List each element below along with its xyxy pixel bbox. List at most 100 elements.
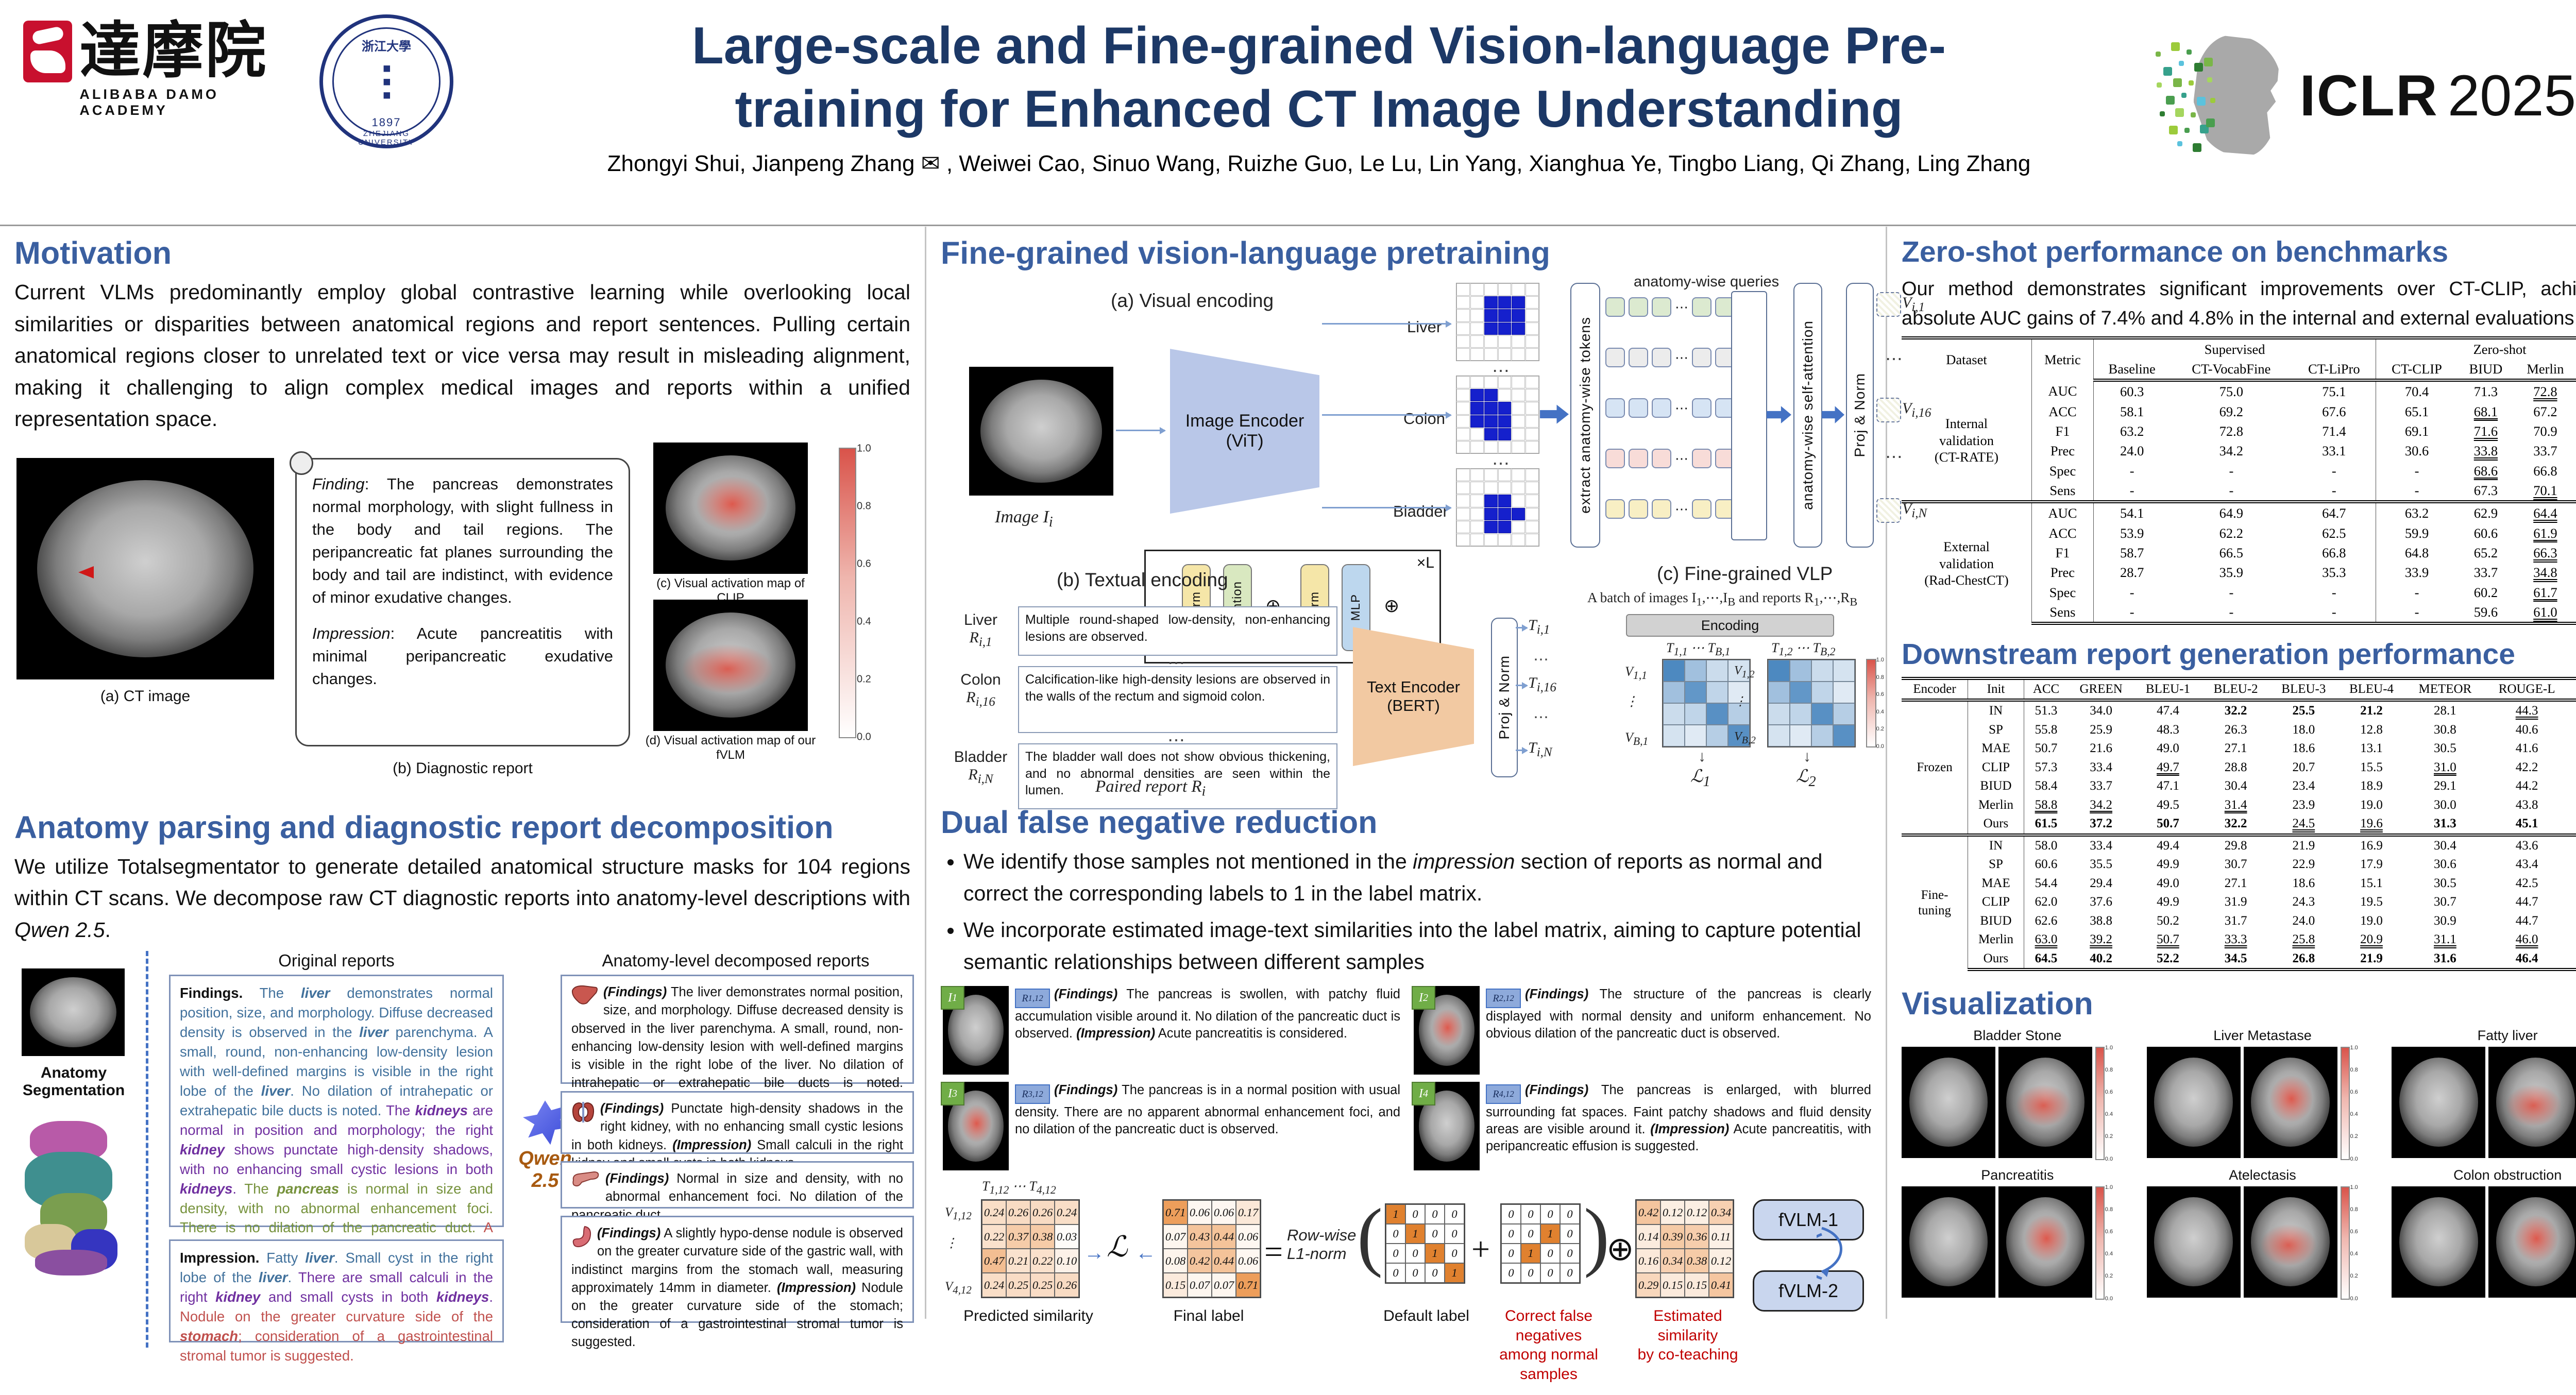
original-findings-box: Findings. The liver demonstrates normal … bbox=[169, 975, 504, 1314]
vis-colorbar: 1.0 0.8 0.6 0.4 0.2 0.0 bbox=[2340, 1045, 2358, 1162]
decor bbox=[1456, 322, 1470, 335]
th: METEOR bbox=[2405, 677, 2485, 702]
decor: liver bbox=[305, 1250, 334, 1266]
decor: 26.3 bbox=[2202, 721, 2270, 740]
decor: BIUD bbox=[1980, 779, 2012, 793]
decor bbox=[1470, 389, 1484, 402]
decor: 58.1 bbox=[2120, 403, 2144, 419]
decor bbox=[2177, 141, 2182, 146]
table-row: Ours 61.5 37.2 50.7 32.2 24.5 19.6 31.3 45.1 14.9 bbox=[1902, 814, 2576, 835]
decor: 33.7 bbox=[2473, 565, 2498, 581]
cap-correct: Correct false negatives among normal sam… bbox=[1499, 1307, 1598, 1383]
decor: 0 bbox=[1425, 1204, 1445, 1224]
decor: 31.9 bbox=[2224, 895, 2247, 909]
decor: 58.8 bbox=[2035, 797, 2058, 812]
decor bbox=[1652, 348, 1671, 368]
decor: 64.8 bbox=[2404, 545, 2429, 560]
decor: - bbox=[2376, 602, 2458, 625]
decor bbox=[1692, 398, 1711, 418]
th-model: CT-LiPro bbox=[2292, 359, 2377, 382]
decor: (Impression) bbox=[1650, 1122, 1729, 1136]
decor: 0.0 bbox=[2350, 1155, 2358, 1162]
decor bbox=[1876, 292, 1901, 317]
decor: 41.6 bbox=[2515, 741, 2538, 756]
decor bbox=[1728, 703, 1750, 725]
decor: 35.5 bbox=[2090, 857, 2112, 872]
table-row: Merlin 58.8 34.2 49.5 31.4 23.9 19.0 30.0 43.8 14… bbox=[1902, 795, 2576, 815]
decor: 0.06 bbox=[1212, 1200, 1236, 1225]
decor bbox=[2184, 128, 2190, 133]
decor: SP bbox=[1989, 857, 2003, 872]
decor: 63.0 bbox=[2035, 932, 2058, 947]
decor: 0.42 bbox=[1188, 1249, 1212, 1273]
decor: (Findings) bbox=[600, 1101, 664, 1116]
decor: 0 bbox=[1540, 1244, 1560, 1264]
decor bbox=[1605, 348, 1625, 368]
decor: 47.4 bbox=[2157, 704, 2179, 718]
decor: 30.9 bbox=[2434, 913, 2456, 928]
decor: 0 bbox=[1501, 1224, 1521, 1244]
decor: 0.44 bbox=[1212, 1224, 1236, 1249]
decor: 31.3 bbox=[2405, 814, 2485, 835]
decor: 38.8 bbox=[2068, 912, 2134, 931]
decor: 61.7 bbox=[2533, 584, 2557, 600]
decor: 0.07 bbox=[1212, 1273, 1236, 1298]
decor: 21.6 bbox=[2090, 741, 2112, 756]
decor: 49.0 bbox=[2134, 874, 2202, 893]
vis-panel-title: Colon obstruction bbox=[2453, 1167, 2562, 1183]
segmentation-label: Anatomy Segmentation bbox=[22, 1064, 125, 1099]
cap-final: Final label bbox=[1173, 1307, 1244, 1325]
decor: 0.03 bbox=[1055, 1224, 1079, 1249]
decor: 0.2 bbox=[857, 673, 871, 685]
decor: SP bbox=[1989, 722, 2003, 737]
vis-panel: Pancreatitis 1.0 0.8 0.6 0.4 0.2 0.0 bbox=[1902, 1167, 2133, 1302]
decor: 0.4 bbox=[1876, 708, 1884, 715]
decor: 1.0 bbox=[1876, 657, 1884, 664]
decor: Baseline CT-VocabFine CT-LiPro CT-CLIP BIUD M… bbox=[1902, 359, 2576, 382]
block-arrow bbox=[1767, 406, 1791, 423]
decor: - bbox=[2170, 583, 2292, 602]
decor: i,1 bbox=[1536, 623, 1550, 637]
decor: 58.7 bbox=[2120, 545, 2144, 560]
vis-ct-overlay bbox=[2488, 1186, 2576, 1298]
decor: 70.9 bbox=[2533, 423, 2557, 439]
decor: 30.7 bbox=[2224, 857, 2247, 872]
decor bbox=[1833, 682, 1855, 704]
decor bbox=[1685, 703, 1706, 725]
decor bbox=[2210, 98, 2215, 103]
report-finding: Finding: The pancreas demonstrates norma… bbox=[312, 474, 613, 606]
decor: (Findings) bbox=[1054, 987, 1118, 1002]
decor bbox=[1790, 660, 1811, 682]
decor: 0.2 bbox=[2350, 1273, 2358, 1280]
decor: 0.41 bbox=[1709, 1273, 1733, 1298]
decor: 24.3 bbox=[2292, 895, 2315, 909]
poster-title: Large-scale and Fine-grained Vision-lang… bbox=[577, 14, 2061, 141]
decor: - bbox=[2093, 461, 2170, 481]
decor: - bbox=[2376, 481, 2458, 502]
text-encoder: Text Encoder (BERT) bbox=[1353, 627, 1474, 767]
decor: 66.8 bbox=[2514, 461, 2576, 481]
motivation-figure: (a) CT image Finding: The pancreas demon… bbox=[14, 442, 910, 803]
decor: ⋯ bbox=[1675, 349, 1688, 365]
decor bbox=[2204, 58, 2213, 66]
iclr-year: 2025 bbox=[2447, 63, 2576, 128]
decor: 28.1 bbox=[2434, 704, 2456, 718]
decor: 13.8 bbox=[2569, 912, 2576, 931]
decor: 34.2 bbox=[2090, 797, 2112, 812]
image-label: Image Ii bbox=[995, 507, 1053, 530]
decor: 29.8 bbox=[2201, 833, 2270, 856]
decor: 27.1 bbox=[2202, 874, 2270, 893]
decor: 0.8 bbox=[2350, 1206, 2358, 1213]
decor: 0.10 bbox=[1055, 1249, 1079, 1273]
decor: 45.1 bbox=[2485, 814, 2569, 835]
decor bbox=[1456, 415, 1470, 428]
vis-colorbar: 1.0 0.8 0.6 0.4 0.2 0.0 bbox=[2340, 1184, 2358, 1302]
decor: 18.6 bbox=[2292, 876, 2315, 890]
decor: 69.2 bbox=[2219, 403, 2244, 419]
decor: 18.6 bbox=[2292, 741, 2315, 756]
decor: 62.9 bbox=[2473, 505, 2498, 521]
decor: 26.8 bbox=[2292, 951, 2315, 965]
decor: 31.6 bbox=[2434, 951, 2456, 965]
decor: 0.22 bbox=[1030, 1249, 1055, 1273]
